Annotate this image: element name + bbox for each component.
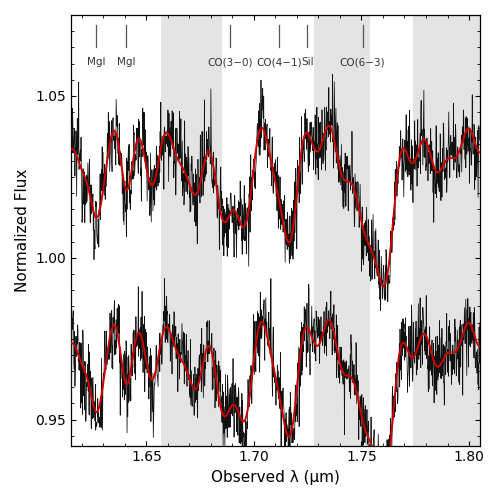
Text: SiI: SiI xyxy=(301,57,314,67)
Text: CO(4−1): CO(4−1) xyxy=(256,57,302,67)
X-axis label: Observed λ (μm): Observed λ (μm) xyxy=(211,470,340,485)
Text: MgI: MgI xyxy=(86,57,105,67)
Bar xyxy=(162,15,222,446)
Bar xyxy=(314,15,370,446)
Text: MgI: MgI xyxy=(117,57,136,67)
Bar xyxy=(413,15,480,446)
Text: CO(3−0): CO(3−0) xyxy=(207,57,252,67)
Text: CO(6−3): CO(6−3) xyxy=(340,57,386,67)
Y-axis label: Normalized Flux: Normalized Flux xyxy=(15,168,30,292)
